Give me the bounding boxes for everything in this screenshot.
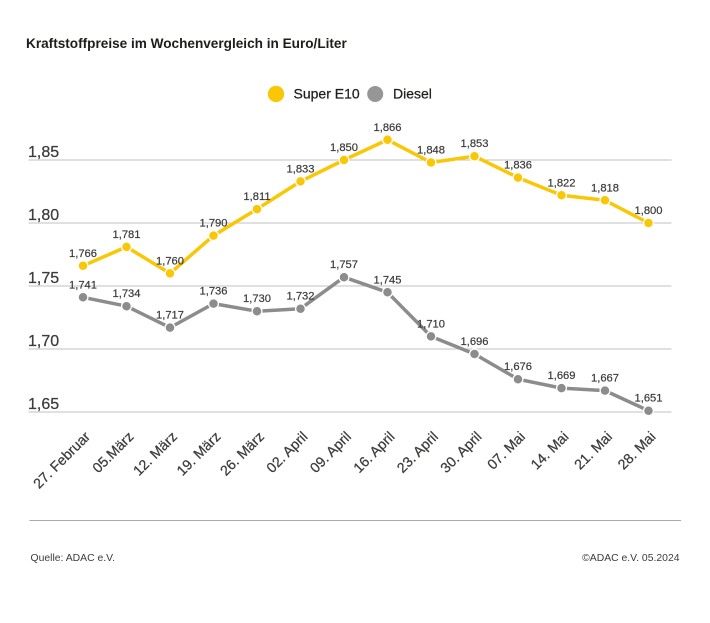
svg-text:1,667: 1,667	[591, 373, 619, 385]
svg-text:1,800: 1,800	[635, 205, 663, 217]
svg-text:1,696: 1,696	[461, 336, 489, 348]
svg-text:1,848: 1,848	[417, 145, 445, 157]
svg-text:1,836: 1,836	[504, 160, 532, 172]
svg-text:1,676: 1,676	[504, 361, 532, 373]
svg-text:Quelle: ADAC e.V.: Quelle: ADAC e.V.	[31, 553, 116, 564]
svg-text:1,651: 1,651	[635, 393, 663, 405]
svg-text:Kraftstoffpreise im Wochenverg: Kraftstoffpreise im Wochenvergleich in E…	[26, 36, 347, 51]
svg-text:1,833: 1,833	[287, 163, 315, 175]
svg-text:1,741: 1,741	[69, 279, 97, 291]
svg-text:1,866: 1,866	[374, 122, 402, 134]
svg-text:1,818: 1,818	[591, 182, 619, 194]
svg-text:Super E10: Super E10	[294, 86, 360, 102]
svg-text:1,811: 1,811	[243, 191, 270, 203]
svg-text:1,710: 1,710	[417, 318, 445, 330]
svg-text:1,732: 1,732	[287, 291, 315, 303]
svg-text:1,766: 1,766	[69, 248, 97, 260]
svg-text:1,853: 1,853	[461, 138, 489, 150]
svg-text:1,75: 1,75	[28, 270, 59, 287]
svg-text:1,790: 1,790	[200, 218, 228, 230]
svg-text:1,730: 1,730	[243, 293, 271, 305]
svg-text:1,822: 1,822	[548, 177, 576, 189]
svg-text:1,745: 1,745	[374, 274, 402, 286]
svg-text:1,65: 1,65	[28, 396, 59, 413]
svg-text:1,781: 1,781	[113, 229, 141, 241]
svg-text:1,80: 1,80	[28, 207, 59, 224]
svg-text:1,757: 1,757	[330, 259, 358, 271]
svg-text:1,717: 1,717	[156, 310, 184, 322]
svg-text:Diesel: Diesel	[393, 86, 432, 102]
svg-text:1,850: 1,850	[330, 142, 358, 154]
svg-text:1,85: 1,85	[28, 144, 59, 161]
svg-text:1,736: 1,736	[200, 286, 228, 298]
svg-text:©ADAC e.V. 05.2024: ©ADAC e.V. 05.2024	[582, 553, 680, 564]
svg-text:1,70: 1,70	[28, 333, 59, 350]
svg-text:1,669: 1,669	[548, 370, 576, 382]
svg-text:1,734: 1,734	[113, 288, 141, 300]
svg-text:1,760: 1,760	[156, 255, 184, 267]
